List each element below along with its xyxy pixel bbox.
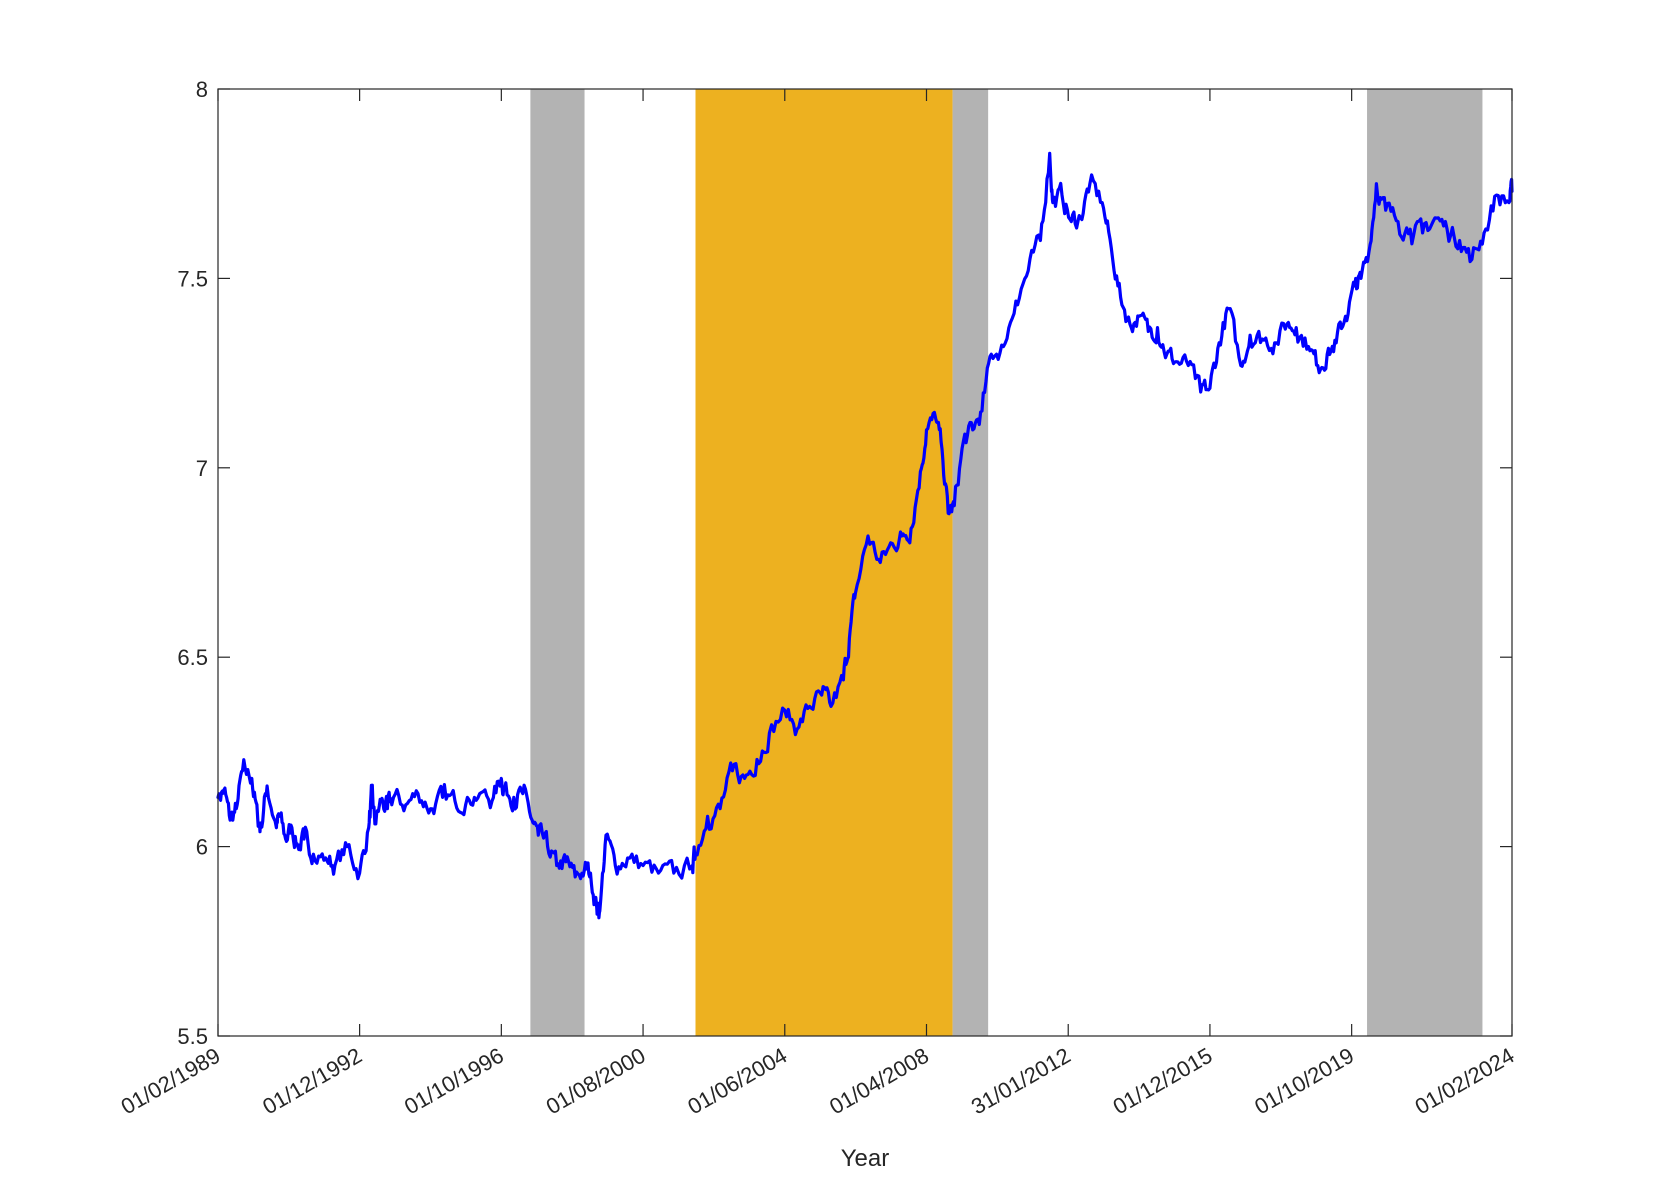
x-axis-title: Year: [841, 1145, 890, 1172]
y-tick-label-5: 7.5: [177, 266, 208, 291]
plot-frame: [217, 88, 1513, 1037]
shaded-region-1: [530, 89, 585, 1036]
shaded-regions: [530, 89, 1483, 1036]
series-line-1: [216, 151, 1514, 920]
series-layer: [216, 151, 1514, 920]
y-tick-label-4: 7: [196, 456, 208, 481]
shaded-region-3: [952, 89, 989, 1036]
y-tick-label-6: 8: [196, 77, 208, 102]
shaded-region-2: [695, 89, 953, 1036]
y-tick-label-3: 6.5: [177, 645, 208, 670]
shaded-region-4: [1367, 89, 1483, 1036]
y-tick-label-1: 5.5: [177, 1024, 208, 1049]
y-tick-label-2: 6: [196, 835, 208, 860]
